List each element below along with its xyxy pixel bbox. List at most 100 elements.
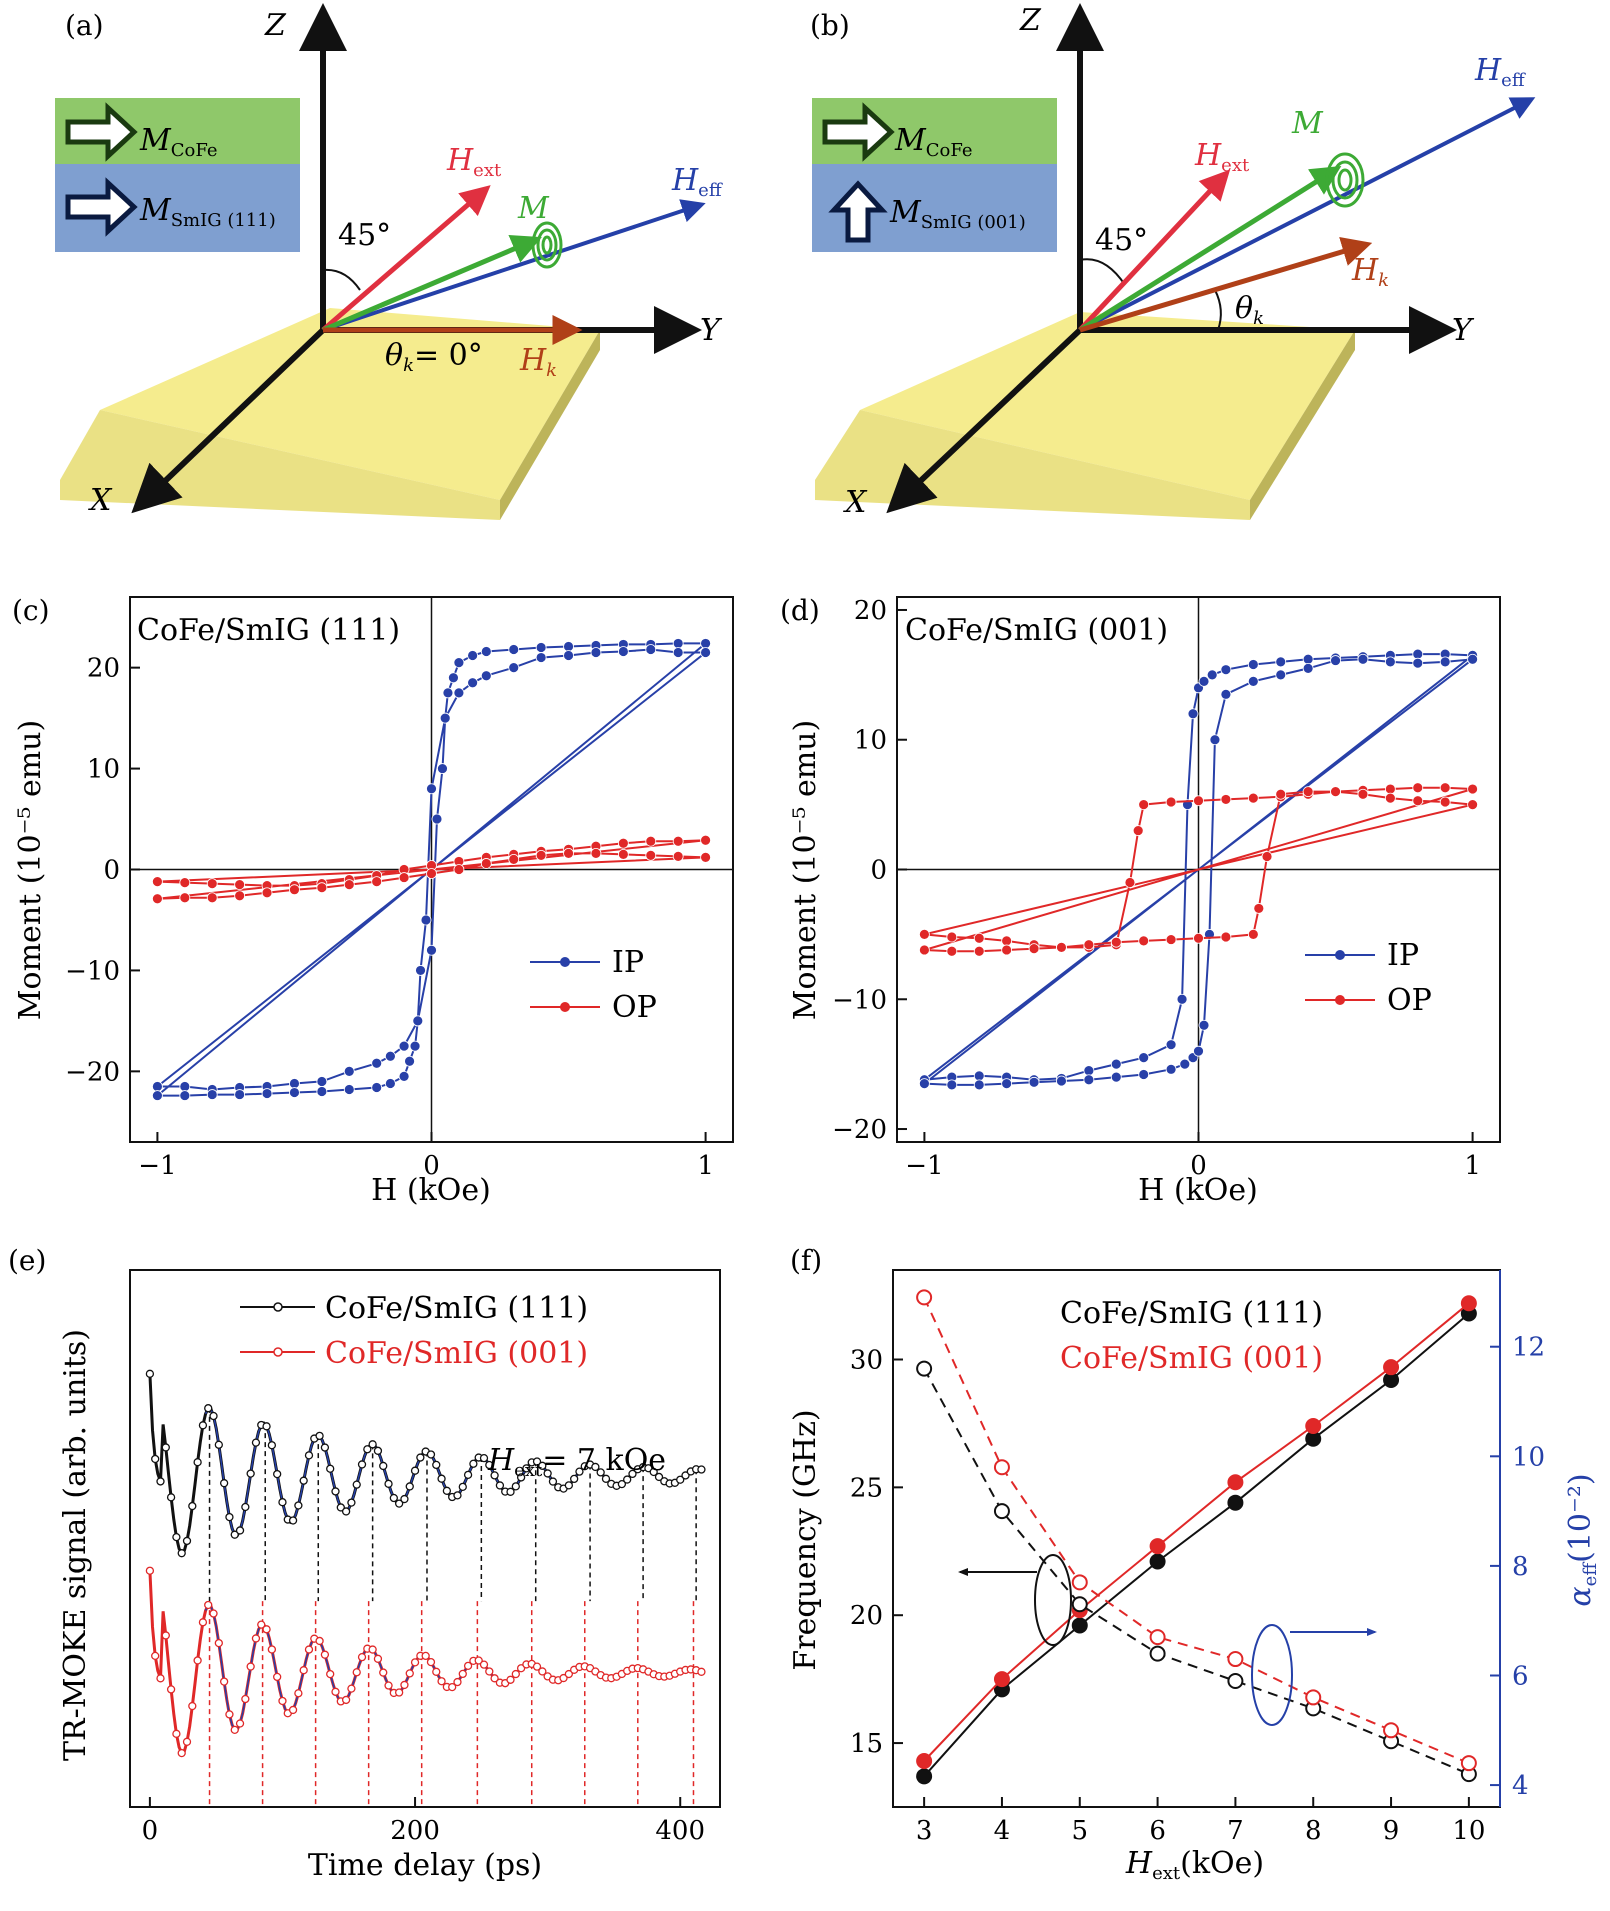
data-point-111 (235, 1526, 245, 1535)
data-point-001 (326, 1669, 335, 1679)
angle-label: 45° (1095, 223, 1148, 258)
damping-curves-indicator (1251, 1624, 1293, 1726)
data-point-ip (700, 638, 711, 649)
m-label: M (517, 191, 550, 226)
data-point-op (1253, 903, 1265, 914)
data-point-ip (343, 1084, 355, 1095)
x-tick-label: 4 (994, 1816, 1011, 1846)
data-point-001 (198, 1618, 208, 1627)
x-tick-label: 0 (1190, 1151, 1207, 1181)
x-tick-label: 1 (1464, 1151, 1481, 1181)
data-point-111 (214, 1440, 223, 1449)
data-point-op (946, 931, 958, 943)
theta-subscript: k (1253, 308, 1264, 329)
data-point-111 (543, 1469, 552, 1478)
data-point-op (1193, 932, 1204, 944)
data-point-001 (538, 1667, 547, 1676)
data-point-111 (278, 1498, 287, 1507)
legend-label-001: CoFe/SmIG (001) (1060, 1341, 1323, 1376)
data-point-001 (267, 1645, 277, 1654)
data-point-ip (398, 1070, 410, 1082)
h-eff-vector (322, 199, 706, 332)
data-point-001 (410, 1658, 420, 1667)
data-point-111 (485, 1460, 494, 1470)
x-tick-label: 400 (655, 1816, 705, 1846)
data-point-op (645, 835, 657, 847)
svg-text:θk= 0°: θk= 0° (385, 338, 483, 376)
data-point-ip (316, 1076, 328, 1087)
data-point-ip (1001, 1078, 1013, 1090)
x-axis-label: X (843, 485, 868, 520)
data-point-ip (508, 662, 520, 674)
panel-a-schematic: (a) MCoFe MSmIG (111) Z Y X 45° Hext Hef… (55, 3, 723, 520)
data-point-111 (469, 1459, 478, 1468)
h-ext-symbol: H (446, 143, 474, 178)
z-axis-label: Z (1019, 3, 1042, 38)
legend-marker-111 (273, 1302, 283, 1312)
chart-c: (c) CoFe/SmIG (111) H (kOe) Moment (10⁻⁵… (12, 594, 734, 1208)
data-point-ip (508, 644, 520, 655)
data-point-op (1467, 783, 1478, 795)
data-point-001 (304, 1645, 314, 1654)
data-point-001-frequency (916, 1752, 933, 1769)
svg-text:Hext: Hext (1194, 138, 1250, 176)
legend-marker-op (560, 1002, 570, 1012)
h-k-subscript: k (1378, 270, 1389, 291)
data-point-111 (506, 1487, 515, 1496)
data-point-op (1138, 935, 1150, 947)
y-tick-label: −10 (65, 956, 120, 986)
data-point-op (426, 868, 437, 879)
m-vector (322, 234, 542, 333)
data-point-001 (193, 1656, 202, 1665)
data-point-ip (480, 670, 492, 682)
data-point-111 (516, 1473, 526, 1482)
data-point-ip (1220, 664, 1232, 676)
data-point-op (617, 848, 629, 860)
data-point-111 (198, 1421, 208, 1430)
data-point-111 (341, 1507, 351, 1516)
data-point-111 (490, 1471, 499, 1480)
y2-axis-label-symbol: α (1563, 1586, 1598, 1606)
data-point-ip (1176, 993, 1188, 1005)
legend-marker-ip (1335, 950, 1345, 960)
h-eff-symbol: H (1474, 53, 1502, 88)
data-point-001 (405, 1669, 414, 1678)
data-point-ip (672, 638, 684, 649)
data-point-111 (357, 1460, 367, 1469)
data-point-111 (336, 1503, 345, 1512)
panel-label-e: (e) (8, 1244, 46, 1277)
data-point-001-frequency (1227, 1474, 1244, 1491)
data-point-111 (368, 1440, 377, 1449)
m-cofe-subscript: CoFe (926, 140, 973, 161)
data-point-111 (172, 1532, 181, 1542)
magnetization-up-arrow-icon (828, 180, 888, 243)
data-point-111 (373, 1446, 383, 1455)
data-point-111 (267, 1441, 277, 1450)
legend-label-op: OP (612, 990, 657, 1025)
data-point-op (1247, 928, 1259, 940)
data-point-001-damping (993, 1459, 1010, 1476)
data-point-111-damping (993, 1503, 1010, 1520)
m-smig-symbol: M (139, 193, 172, 228)
data-point-op (946, 945, 958, 957)
data-point-111 (251, 1438, 261, 1447)
data-point-ip (179, 1081, 191, 1092)
data-point-001 (479, 1660, 489, 1669)
data-point-111 (458, 1482, 467, 1492)
svg-text:Hk: Hk (1351, 253, 1389, 291)
data-point-111 (225, 1512, 234, 1522)
data-point-111 (623, 1475, 632, 1484)
y-axis-label: TR-MOKE signal (arb. units) (58, 1329, 93, 1761)
theta-subscript: k (403, 355, 414, 376)
data-point-001 (315, 1636, 324, 1646)
y-tick-label: 10 (854, 726, 887, 756)
data-point-001 (453, 1677, 462, 1687)
svg-text:Heff: Heff (1474, 53, 1526, 91)
data-point-ip (1138, 1052, 1150, 1064)
data-point-111 (564, 1481, 574, 1490)
data-point-ip (1412, 657, 1424, 669)
x-tick-label: 0 (423, 1151, 440, 1181)
data-point-ip (1275, 656, 1287, 668)
data-point-op (1439, 796, 1451, 808)
data-point-111 (591, 1462, 600, 1472)
